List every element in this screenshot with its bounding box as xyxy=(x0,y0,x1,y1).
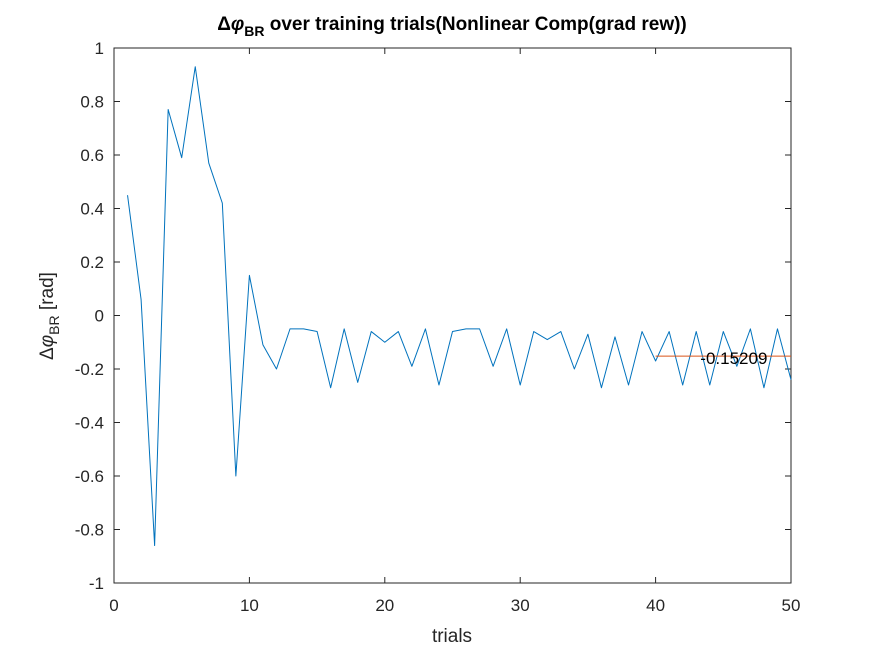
x-tick-label: 30 xyxy=(511,596,530,615)
title-delta: Δ xyxy=(217,14,231,35)
title-subscript: BR xyxy=(244,23,264,39)
title-rest: over training trials(Nonlinear Comp(grad… xyxy=(264,14,686,35)
y-tick-label: 0.6 xyxy=(80,146,104,165)
chart-title: ΔφBR over training trials(Nonlinear Comp… xyxy=(217,14,687,39)
y-tick-label: -0.4 xyxy=(75,414,104,433)
series-line-delta-phi xyxy=(127,66,792,547)
y-axis-ticks: -1 -0.8 -0.6 -0.4 -0.2 0 0.2 0.4 0.6 0.8 1 xyxy=(75,39,791,593)
series-layer xyxy=(127,66,792,547)
y-tick-label: 0 xyxy=(95,307,104,326)
x-tick-label: 20 xyxy=(375,596,394,615)
title-phi: φ xyxy=(231,14,244,35)
y-tick-label: -0.2 xyxy=(75,360,104,379)
y-axis-label: ΔφBR [rad] xyxy=(37,272,62,360)
ylabel-rest: [rad] xyxy=(37,272,58,315)
y-tick-label: -1 xyxy=(89,574,104,593)
ylabel-subscript: BR xyxy=(46,315,62,334)
y-tick-label: -0.6 xyxy=(75,467,104,486)
y-tick-label: 0.2 xyxy=(80,253,104,272)
y-tick-label: 0.8 xyxy=(80,93,104,112)
x-tick-label: 10 xyxy=(240,596,259,615)
x-tick-label: 0 xyxy=(109,596,118,615)
x-tick-label: 50 xyxy=(782,596,801,615)
x-tick-label: 40 xyxy=(646,596,665,615)
x-axis-label: trials xyxy=(432,626,472,647)
y-tick-label: -0.8 xyxy=(75,521,104,540)
ylabel-phi: φ xyxy=(37,335,58,347)
y-tick-label: 0.4 xyxy=(80,200,104,219)
y-tick-label: 1 xyxy=(95,39,104,58)
mean-value-annotation: -0.15209 xyxy=(700,349,767,368)
x-axis-ticks: 0 10 20 30 40 50 xyxy=(109,48,800,615)
ylabel-delta: Δ xyxy=(37,347,58,360)
